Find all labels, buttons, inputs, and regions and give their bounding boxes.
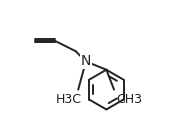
Text: CH3: CH3 [117,93,143,106]
Text: H3C: H3C [56,93,82,106]
Text: N: N [81,54,91,68]
